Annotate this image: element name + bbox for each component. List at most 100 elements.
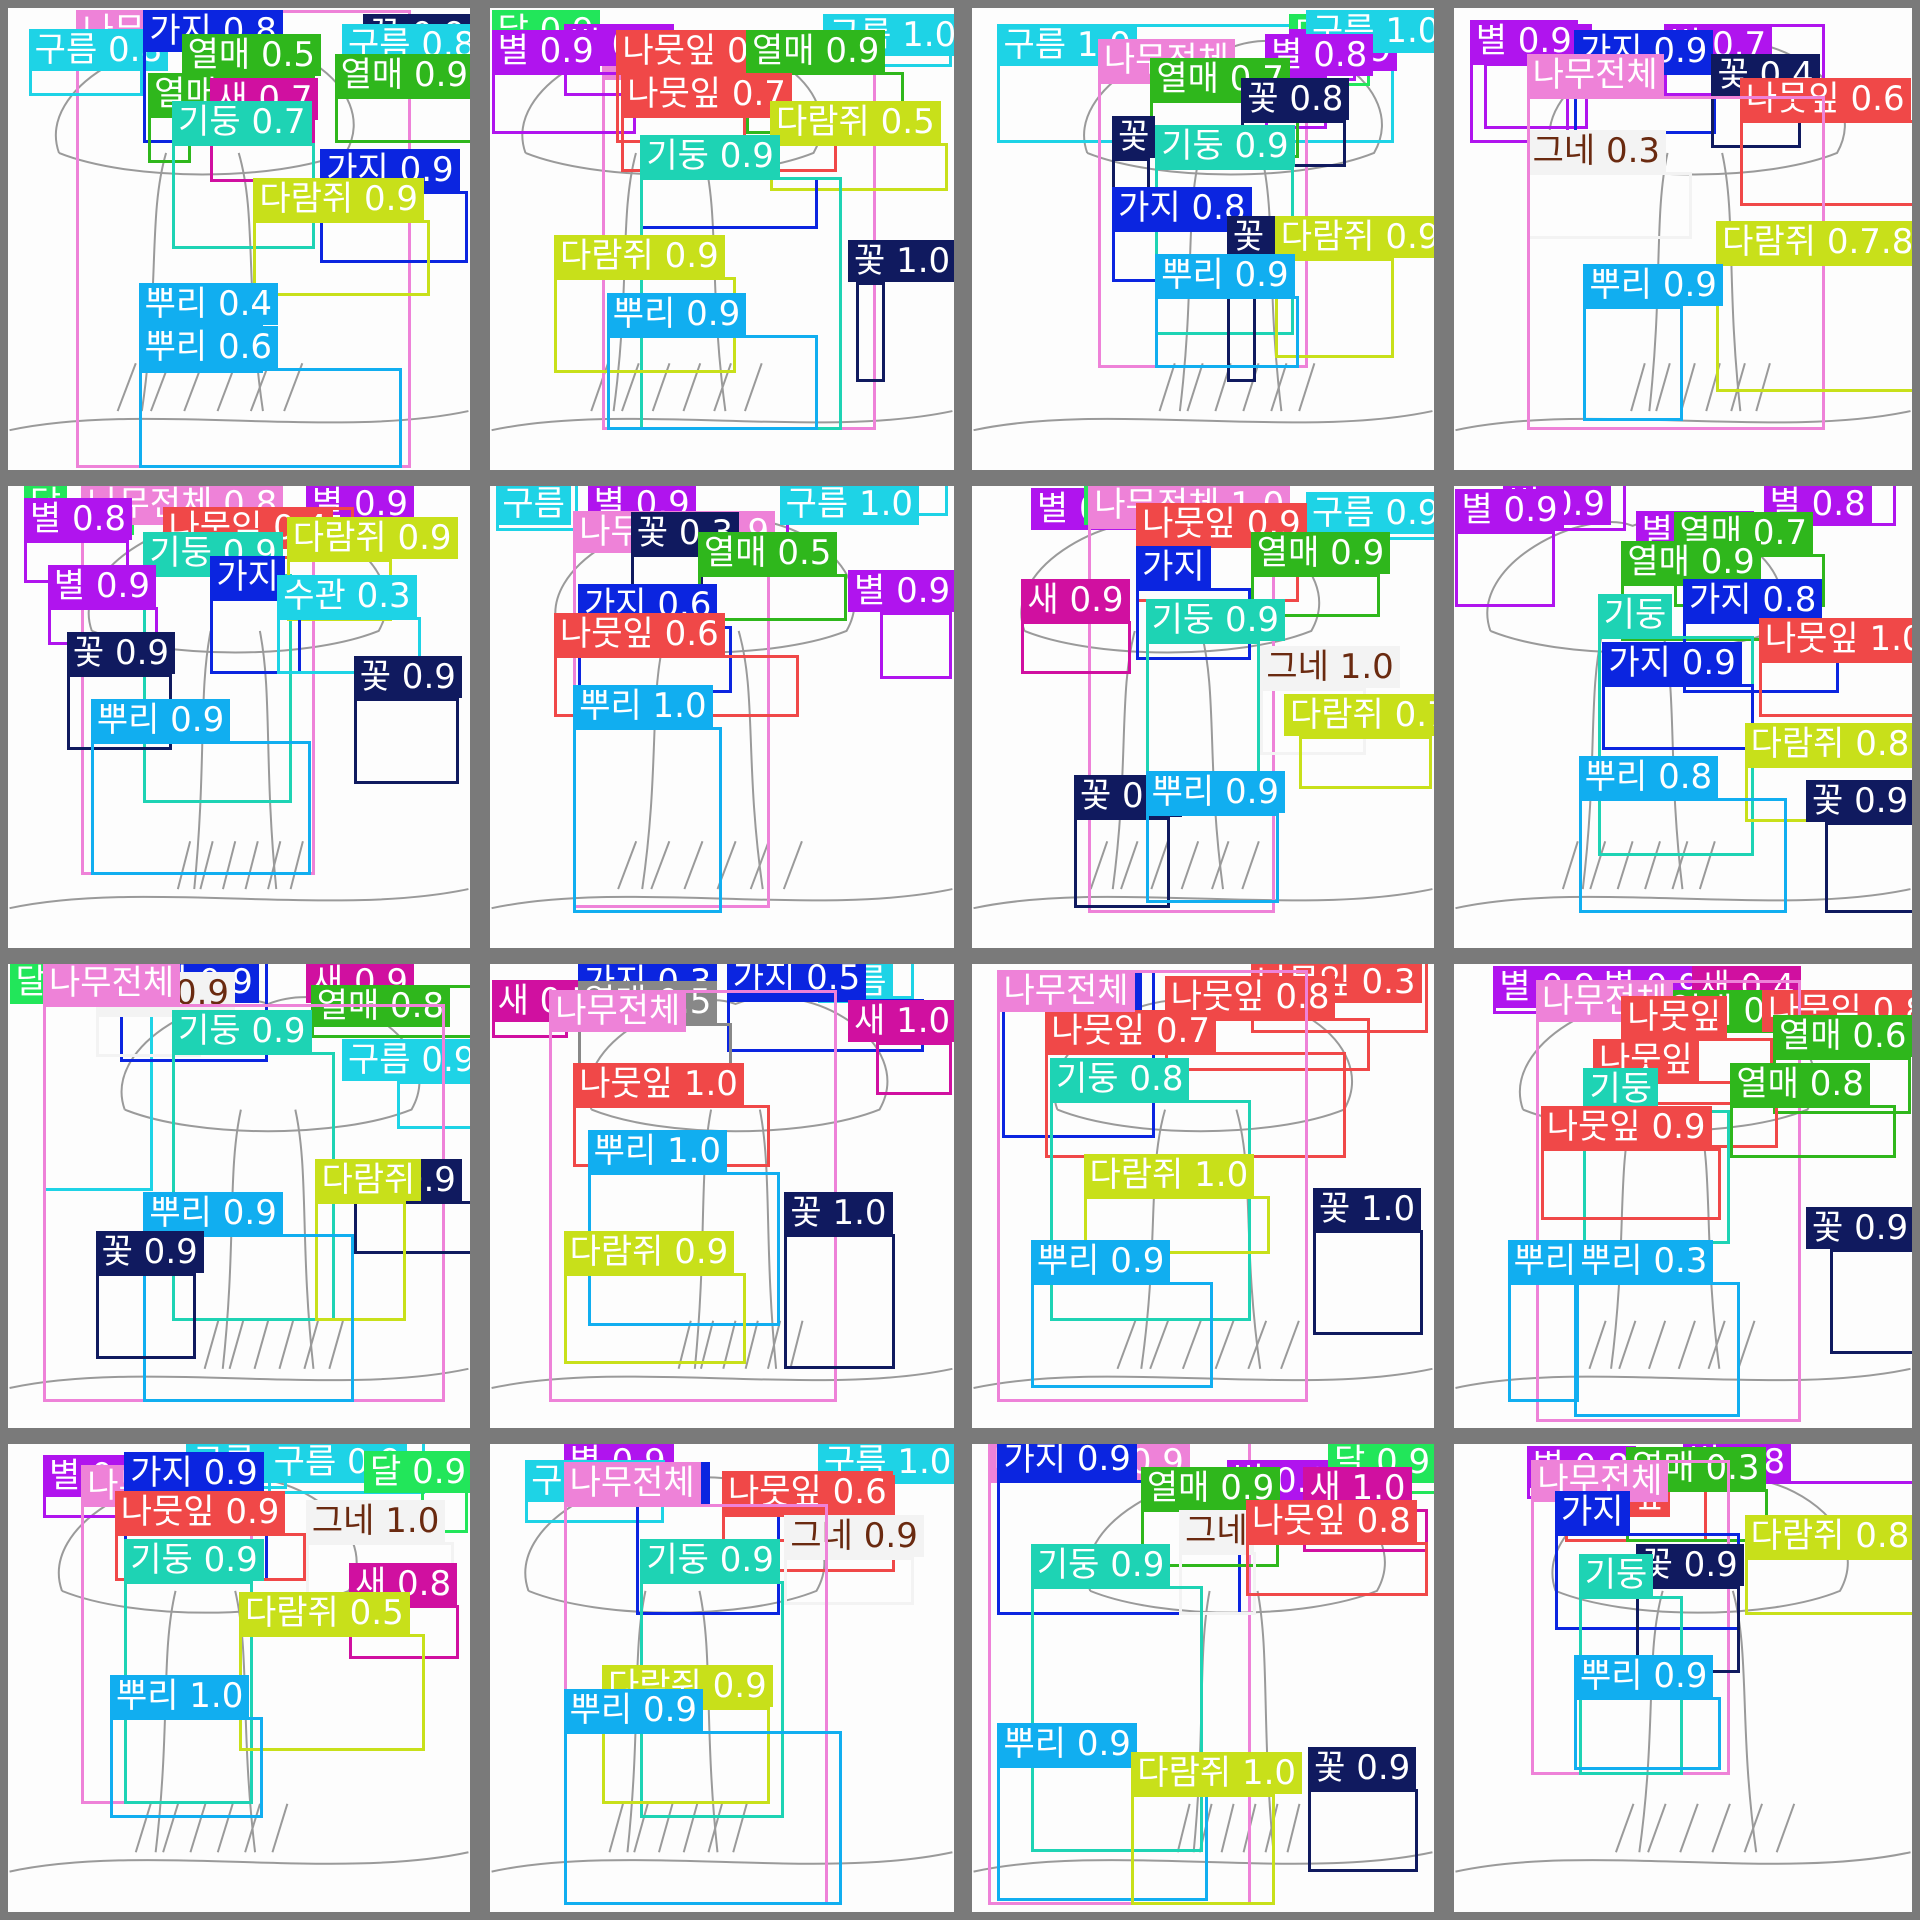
detection-label: 꽃 1.0 — [784, 1192, 893, 1235]
detection-box — [353, 697, 459, 784]
detection-label: 나무전체 — [43, 962, 181, 1004]
detection-box — [875, 1042, 953, 1096]
detection-label: 꽃 0.9 — [1308, 1747, 1417, 1790]
detection-box — [277, 616, 421, 674]
detection-label: 열매 0.5 — [181, 34, 322, 77]
detection-box — [143, 1234, 354, 1403]
image-tile: 구름 1.0달 0.9별 0.9구름 1.0나무전체별 0.8열매 0.7꽃 0… — [964, 0, 1442, 478]
detection-label: 기둥 0.9 — [640, 1539, 780, 1582]
detection-label: 별 0.9 — [47, 565, 156, 608]
detection-label: 기둥 — [1578, 1553, 1654, 1596]
detection-box — [1829, 1248, 1916, 1355]
detection-label: 그네 — [1179, 1510, 1254, 1553]
detection-label: 기둥 0.9 — [172, 1010, 312, 1052]
detection-label: 나뭇잎 0.9 — [1540, 1106, 1712, 1148]
detection-box — [109, 1716, 263, 1819]
detection-box — [606, 334, 818, 431]
detection-label: 달 0.9 — [364, 1450, 473, 1493]
detection-label: 다람쥐 1.0 — [1131, 1752, 1303, 1795]
detection-label: 기둥 0.7 — [172, 101, 312, 144]
detection-box — [315, 1200, 407, 1321]
detection-label: 별 0.8 — [1265, 34, 1374, 77]
detection-label: 별 0.9 — [1455, 488, 1564, 531]
detection-label: 나뭇잎 0.8 — [1246, 1500, 1417, 1543]
detection-box — [1744, 1557, 1916, 1616]
detection-label: 기둥 — [1597, 593, 1673, 636]
detection-label: 가지 0.9 — [997, 1437, 1137, 1480]
detection-box — [563, 1272, 746, 1364]
detection-label: 뿌리 0.9 — [90, 698, 231, 741]
detection-box — [784, 1557, 914, 1606]
detection-label: 열매 0.9 — [1140, 1466, 1281, 1509]
detection-label: 다람쥐 0.9 — [1274, 216, 1442, 259]
detection-label: 나뭇잎 — [1621, 995, 1728, 1038]
detection-box — [1246, 1542, 1428, 1596]
image-tile: 구름별 0.9구름 1.0나무전체 0.9꽃 0.3열매 0.5별 0.9가지 … — [482, 478, 962, 956]
detection-label: 꽃 0.9 — [95, 1230, 204, 1273]
detection-label: 뿌리 1.0 — [587, 1130, 728, 1172]
detection-label: 가지 0.9 — [1602, 641, 1742, 684]
detection-label: 기둥 0.9 — [124, 1539, 264, 1582]
detection-label: 열매 0.9 — [746, 29, 886, 72]
detection-label: 다람쥐 0.8 — [1744, 1515, 1916, 1557]
detection-label: 구름 1.0 — [779, 482, 920, 525]
detection-label: 별 0.9 — [848, 569, 957, 612]
detection-label: 열매 0.5 — [698, 531, 838, 574]
detection-label: 기둥 0.9 — [1030, 1544, 1171, 1587]
detection-box — [1573, 1282, 1740, 1417]
detection-box — [1179, 1552, 1256, 1616]
detection-label: 꽃 0.9 — [66, 631, 176, 674]
detection-box — [491, 71, 636, 134]
detection-label: 가지 — [1136, 545, 1211, 588]
detection-label: 뿌리 0.6 — [138, 326, 279, 369]
detection-label: 뿌리 0.9 — [997, 1723, 1137, 1766]
detection-label: 나뭇잎 0.7 — [621, 72, 792, 115]
detection-label: 가지 0.9 — [124, 1452, 264, 1495]
detection-label: 그네 0.3 — [1526, 130, 1667, 173]
detection-box — [1308, 1789, 1419, 1872]
detection-box — [997, 970, 1309, 1403]
detection-box — [239, 1634, 426, 1751]
detection-label: 다람쥐 0.9 — [554, 235, 725, 278]
detection-label: 뿌리 1.0 — [573, 684, 713, 727]
detection-label: 열매 0.6 — [1773, 1014, 1913, 1057]
detection-label: 꽃 0.9 — [1635, 1544, 1744, 1587]
detection-box — [1145, 812, 1280, 904]
detection-box — [1131, 1794, 1275, 1906]
detection-label: 기둥 0.8 — [1050, 1058, 1190, 1100]
detection-label: 가지 — [1555, 1490, 1630, 1533]
detection-box — [573, 726, 722, 913]
detection-label: 뿌리 0.9 — [1155, 254, 1295, 297]
image-tile: 달수관가지 0.9새 0.9열매 0.8그네 0.9기둥 0.9구름 0.9나무… — [0, 956, 478, 1436]
detection-label: 나뭇잎 0.9 — [114, 1490, 286, 1533]
detection-label: 열매 0.9 — [1621, 541, 1761, 584]
detection-label: 새 0.9 — [1021, 579, 1130, 622]
detection-box — [334, 95, 474, 144]
detection-label: 다람쥐 0.9 — [286, 517, 458, 560]
detection-label: 나뭇잎 0.6 — [554, 612, 725, 655]
detection-box — [1573, 1697, 1721, 1770]
detection-label: 열매 0.9 — [334, 53, 475, 96]
detection-label: 가지 — [210, 555, 285, 598]
detection-box — [1455, 530, 1555, 608]
detection-label: 새 1.0 — [848, 1000, 957, 1043]
detection-label: 뿌리 0.4 — [138, 283, 279, 326]
detection-box — [1758, 659, 1916, 717]
detection-label: 뿌리 0.9 — [606, 292, 747, 335]
detection-box — [95, 1272, 196, 1360]
detection-label: 뿌리 0.9 — [1583, 263, 1723, 306]
detection-box — [856, 282, 886, 383]
detection-box — [1540, 1148, 1721, 1220]
detection-label: 꽃 0.9 — [1806, 780, 1915, 823]
detection-label: 나무전체 — [549, 989, 687, 1032]
detection-box — [1030, 1586, 1203, 1853]
detection-label: 다람쥐 0.5 — [770, 101, 941, 144]
